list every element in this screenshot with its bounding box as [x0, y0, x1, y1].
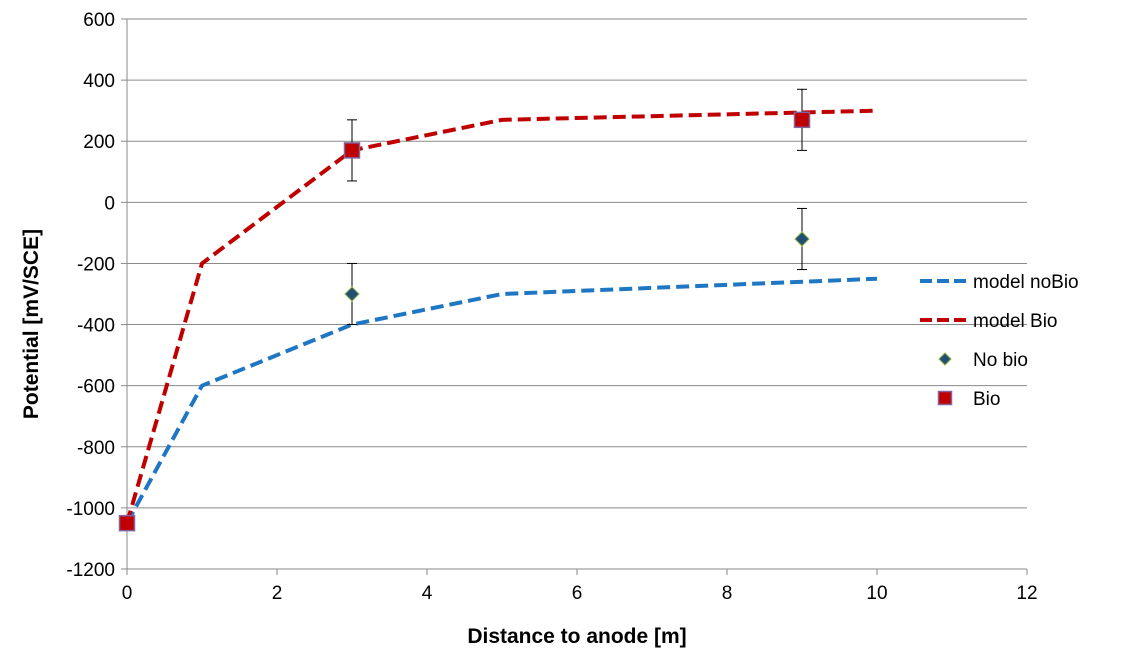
legend-swatch-bio [937, 390, 953, 406]
point-bio-0 [118, 514, 136, 532]
tick-labels: -1200 -1000 -800 -600 -400 -200 0 200 400 600 0 2 4 6… [66, 10, 1037, 604]
y-tick-label-7: 200 [83, 132, 115, 153]
y-axis-title: Potential [mV/SCE] [20, 229, 43, 419]
point-bio-1 [343, 142, 361, 159]
y-tick-label-5: -200 [77, 254, 115, 275]
series-line-model-bio [125, 108, 878, 524]
y-tick-label-2: -800 [77, 438, 115, 459]
x-tick-label-4: 8 [722, 583, 733, 604]
x-tick-label-2: 4 [422, 583, 433, 604]
legend-swatch-no-bio [938, 352, 952, 366]
y-tick-label-8: 400 [83, 71, 115, 92]
y-tick-label-3: -600 [77, 377, 115, 398]
y-tick-label-0: -1200 [66, 560, 115, 581]
x-axis-title: Distance to anode [m] [467, 625, 686, 648]
x-tick-label-3: 6 [572, 583, 583, 604]
legend-label-no-bio: No bio [973, 350, 1028, 371]
x-tick-label-5: 10 [866, 583, 887, 604]
legend-label-bio: Bio [973, 389, 1000, 410]
point-no-bio-0 [344, 286, 360, 302]
point-bio-2 [793, 111, 811, 129]
x-tick-label-6: 12 [1016, 583, 1037, 604]
y-tick-label-4: -400 [77, 316, 115, 337]
x-tick-label-1: 2 [272, 583, 283, 604]
legend-label-model-bio: model Bio [973, 311, 1058, 332]
data-series [118, 88, 878, 532]
series-line-model-nobio [125, 276, 878, 525]
y-tick-label-6: 0 [104, 193, 115, 214]
y-tick-label-9: 600 [83, 10, 115, 31]
legend: model noBio model Bio No bio Bio [920, 272, 1079, 410]
axes [121, 18, 1028, 575]
y-tick-label-1: -1000 [66, 499, 115, 520]
point-no-bio-1 [794, 231, 810, 247]
legend-label-model-nobio: model noBio [973, 272, 1079, 293]
grid-lines [127, 18, 1027, 509]
x-tick-label-0: 0 [122, 583, 133, 604]
